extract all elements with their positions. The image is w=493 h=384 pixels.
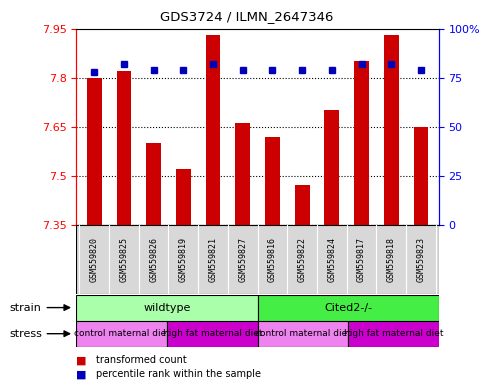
Bar: [354, 61, 369, 225]
Text: high fat maternal diet: high fat maternal diet: [344, 329, 443, 338]
Bar: [295, 185, 310, 225]
Bar: [167, 321, 257, 347]
Bar: [414, 127, 428, 225]
Text: wildtype: wildtype: [143, 303, 191, 313]
Text: GDS3724 / ILMN_2647346: GDS3724 / ILMN_2647346: [160, 10, 333, 23]
Bar: [176, 169, 191, 225]
Text: transformed count: transformed count: [96, 355, 187, 365]
Text: strain: strain: [10, 303, 42, 313]
Bar: [384, 35, 399, 225]
Text: GSM559818: GSM559818: [387, 237, 396, 282]
Text: GSM559816: GSM559816: [268, 237, 277, 282]
Text: GSM559826: GSM559826: [149, 237, 158, 282]
Text: GSM559823: GSM559823: [417, 237, 425, 282]
Bar: [76, 225, 439, 294]
Text: percentile rank within the sample: percentile rank within the sample: [96, 369, 261, 379]
Bar: [235, 123, 250, 225]
Text: GSM559827: GSM559827: [238, 237, 247, 282]
Bar: [146, 143, 161, 225]
Bar: [265, 136, 280, 225]
Text: Cited2-/-: Cited2-/-: [324, 303, 372, 313]
Bar: [257, 295, 439, 321]
Bar: [348, 321, 439, 347]
Bar: [206, 35, 220, 225]
Text: ■: ■: [76, 369, 87, 379]
Bar: [87, 78, 102, 225]
Bar: [324, 110, 339, 225]
Text: control maternal diet: control maternal diet: [255, 329, 351, 338]
Text: GSM559824: GSM559824: [327, 237, 336, 282]
Text: stress: stress: [10, 329, 43, 339]
Text: GSM559820: GSM559820: [90, 237, 99, 282]
Text: GSM559817: GSM559817: [357, 237, 366, 282]
Bar: [257, 321, 348, 347]
Bar: [116, 71, 131, 225]
Text: GSM559822: GSM559822: [298, 237, 307, 282]
Bar: [76, 295, 257, 321]
Text: GSM559819: GSM559819: [179, 237, 188, 282]
Bar: [76, 321, 167, 347]
Text: control maternal diet: control maternal diet: [74, 329, 170, 338]
Text: ■: ■: [76, 355, 87, 365]
Text: high fat maternal diet: high fat maternal diet: [163, 329, 262, 338]
Text: GSM559821: GSM559821: [209, 237, 217, 282]
Text: GSM559825: GSM559825: [119, 237, 129, 282]
